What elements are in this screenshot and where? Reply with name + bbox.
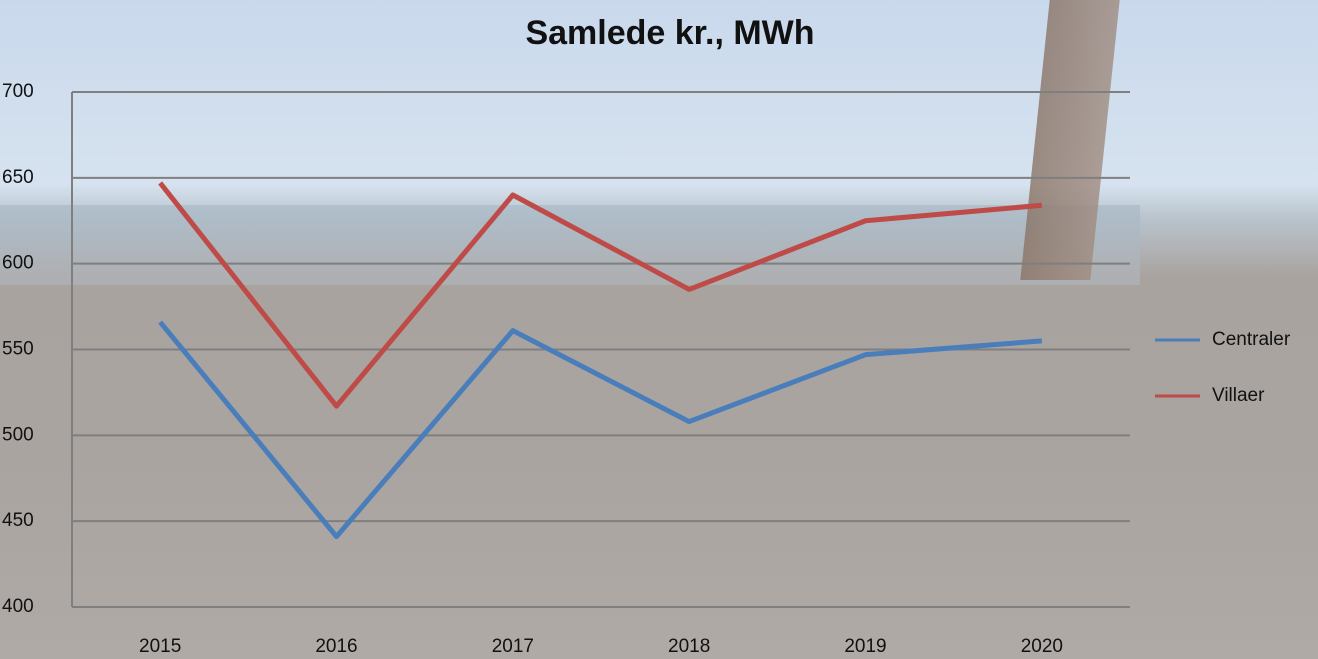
legend-label: Centraler	[1212, 329, 1291, 350]
page: Samlede kr., MWh 400 450 500 550 600 650 700 20…	[0, 0, 1318, 659]
chart: Samlede kr., MWh 400 450 500 550 600 650 700 20…	[0, 0, 1318, 659]
x-tick-label: 2019	[844, 636, 886, 657]
x-tick-label: 2017	[492, 636, 534, 657]
series-line	[160, 183, 1042, 406]
y-tick-label: 500	[2, 424, 34, 445]
x-tick-label: 2016	[315, 636, 357, 657]
x-tick-label: 2015	[139, 636, 181, 657]
y-tick-label: 450	[2, 510, 34, 531]
y-tick-label: 400	[2, 596, 34, 617]
chart-title: Samlede kr., MWh	[525, 14, 814, 52]
y-tick-label: 700	[2, 81, 34, 102]
legend-label: Villaer	[1212, 385, 1265, 406]
x-tick-label: 2018	[668, 636, 710, 657]
y-tick-label: 650	[2, 167, 34, 188]
y-tick-label: 550	[2, 339, 34, 360]
y-tick-label: 600	[2, 253, 34, 274]
x-tick-label: 2020	[1021, 636, 1063, 657]
